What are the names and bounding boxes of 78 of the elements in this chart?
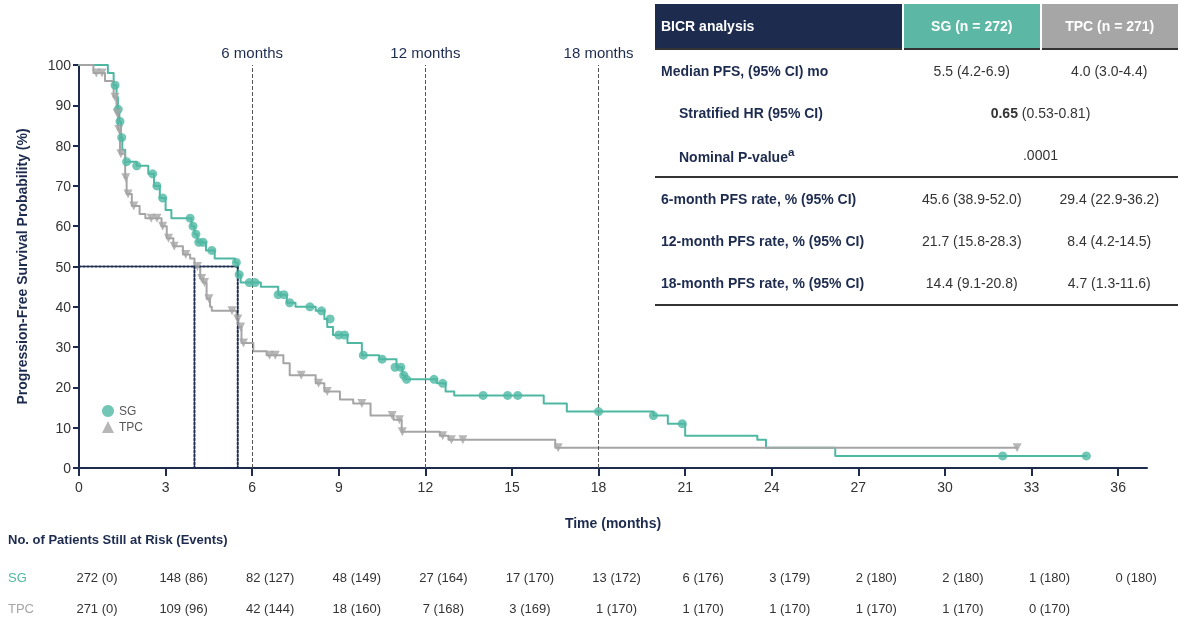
- x-tick-label: 21: [677, 479, 694, 495]
- text: No. of Patients Still at Risk (Events): [8, 532, 228, 547]
- text: 45.6 (38.9-52.0): [921, 191, 1022, 207]
- text: 3 (179): [769, 570, 811, 585]
- text: 5.5 (4.2-6.9): [933, 63, 1010, 79]
- y-tick-label: 20: [55, 379, 72, 396]
- x-tick-label: 3: [161, 479, 170, 495]
- text: 48 (149): [332, 570, 381, 585]
- text: 109 (96): [159, 601, 208, 616]
- category-label: Stratified HR (95% CI): [679, 105, 823, 121]
- text: 4.7 (1.3-11.6): [1067, 275, 1151, 291]
- text: 6 (176): [682, 570, 724, 585]
- text: 7 (168): [422, 601, 464, 616]
- y-tick-label: 40: [55, 298, 72, 315]
- x-tick-label: 33: [1023, 479, 1040, 495]
- x-tick-label: 12: [417, 479, 434, 495]
- text: 2 (180): [942, 570, 984, 585]
- x-tick-label: 24: [763, 479, 780, 495]
- text: 21.7 (15.8-28.3): [921, 233, 1022, 249]
- y-tick-label: 30: [55, 339, 72, 356]
- x-tick-label: 15: [504, 479, 520, 495]
- text: 13 (172): [592, 570, 641, 585]
- category-label: 12-month PFS rate, % (95% CI): [661, 233, 865, 249]
- text: 0 (180): [1115, 570, 1157, 585]
- y-axis-title: Progression-Free Survival Probability (%): [14, 128, 30, 405]
- legend-label: SG: [119, 404, 137, 418]
- y-tick-label: 90: [55, 97, 72, 114]
- text: 0 (170): [1028, 601, 1071, 616]
- text: 1 (170): [769, 601, 811, 616]
- text: 271 (0): [76, 601, 118, 616]
- category-label: 6-month PFS rate, % (95% CI): [661, 191, 857, 207]
- y-tick-label: 100: [47, 57, 72, 73]
- y-tick-label: 80: [55, 137, 72, 154]
- text: 0.65 (0.53-0.81): [990, 105, 1091, 121]
- y-tick-label: 60: [55, 218, 72, 235]
- x-tick-label: 36: [1110, 479, 1127, 495]
- text: BICR analysis: [655, 4, 903, 49]
- y-tick-label: 0: [63, 460, 72, 476]
- y-tick-label: 50: [55, 258, 72, 275]
- category-label: TPC (n = 271): [1040, 4, 1178, 49]
- text: 14.4 (9.1-20.8): [925, 275, 1018, 291]
- text: 1 (170): [682, 601, 724, 616]
- text: 148 (86): [159, 570, 208, 585]
- ref-line-label: 18 months: [563, 44, 634, 61]
- ref-line-label: 12 months: [390, 44, 461, 61]
- category-label: Nominal P-value$^{a}$: [679, 145, 795, 165]
- y-tick-label: 10: [55, 419, 72, 436]
- x-tick-label: 27: [850, 479, 867, 495]
- text: 1 (170): [942, 601, 984, 616]
- text: 272 (0): [76, 570, 118, 585]
- category-label: Median PFS, (95% CI) mo: [661, 63, 829, 79]
- text: 4.0 (3.0-4.4): [1071, 63, 1148, 79]
- text: 82 (127): [245, 570, 295, 585]
- x-tick-label: 9: [334, 479, 343, 495]
- x-axis-title: Time (months): [564, 515, 662, 531]
- category-label: 18-month PFS rate, % (95% CI): [661, 275, 865, 291]
- text: 1 (170): [595, 601, 638, 616]
- x-tick-label: 0: [75, 479, 84, 495]
- text: 2 (180): [855, 570, 897, 585]
- x-tick-label: 18: [590, 479, 607, 495]
- text: 27 (164): [419, 570, 468, 585]
- category-label: TPC: [8, 601, 34, 616]
- text: 1 (180): [1028, 570, 1071, 585]
- text: 17 (170): [505, 570, 555, 585]
- ref-line-label: 6 months: [221, 44, 284, 61]
- y-tick-label: 70: [55, 177, 72, 194]
- text: 42 (144): [245, 601, 295, 616]
- category-label: SG: [8, 570, 27, 585]
- text: 1 (170): [855, 601, 897, 616]
- x-tick-label: 30: [937, 479, 953, 495]
- text: .0001: [1022, 147, 1059, 163]
- text: 18 (160): [332, 601, 381, 616]
- text: 3 (169): [509, 601, 551, 616]
- text: 29.4 (22.9-36.2): [1059, 191, 1160, 207]
- category-label: SG (n = 272): [903, 4, 1041, 49]
- legend-label: TPC: [119, 420, 144, 434]
- text: 8.4 (4.2-14.5): [1067, 233, 1152, 249]
- x-tick-label: 6: [248, 479, 257, 495]
